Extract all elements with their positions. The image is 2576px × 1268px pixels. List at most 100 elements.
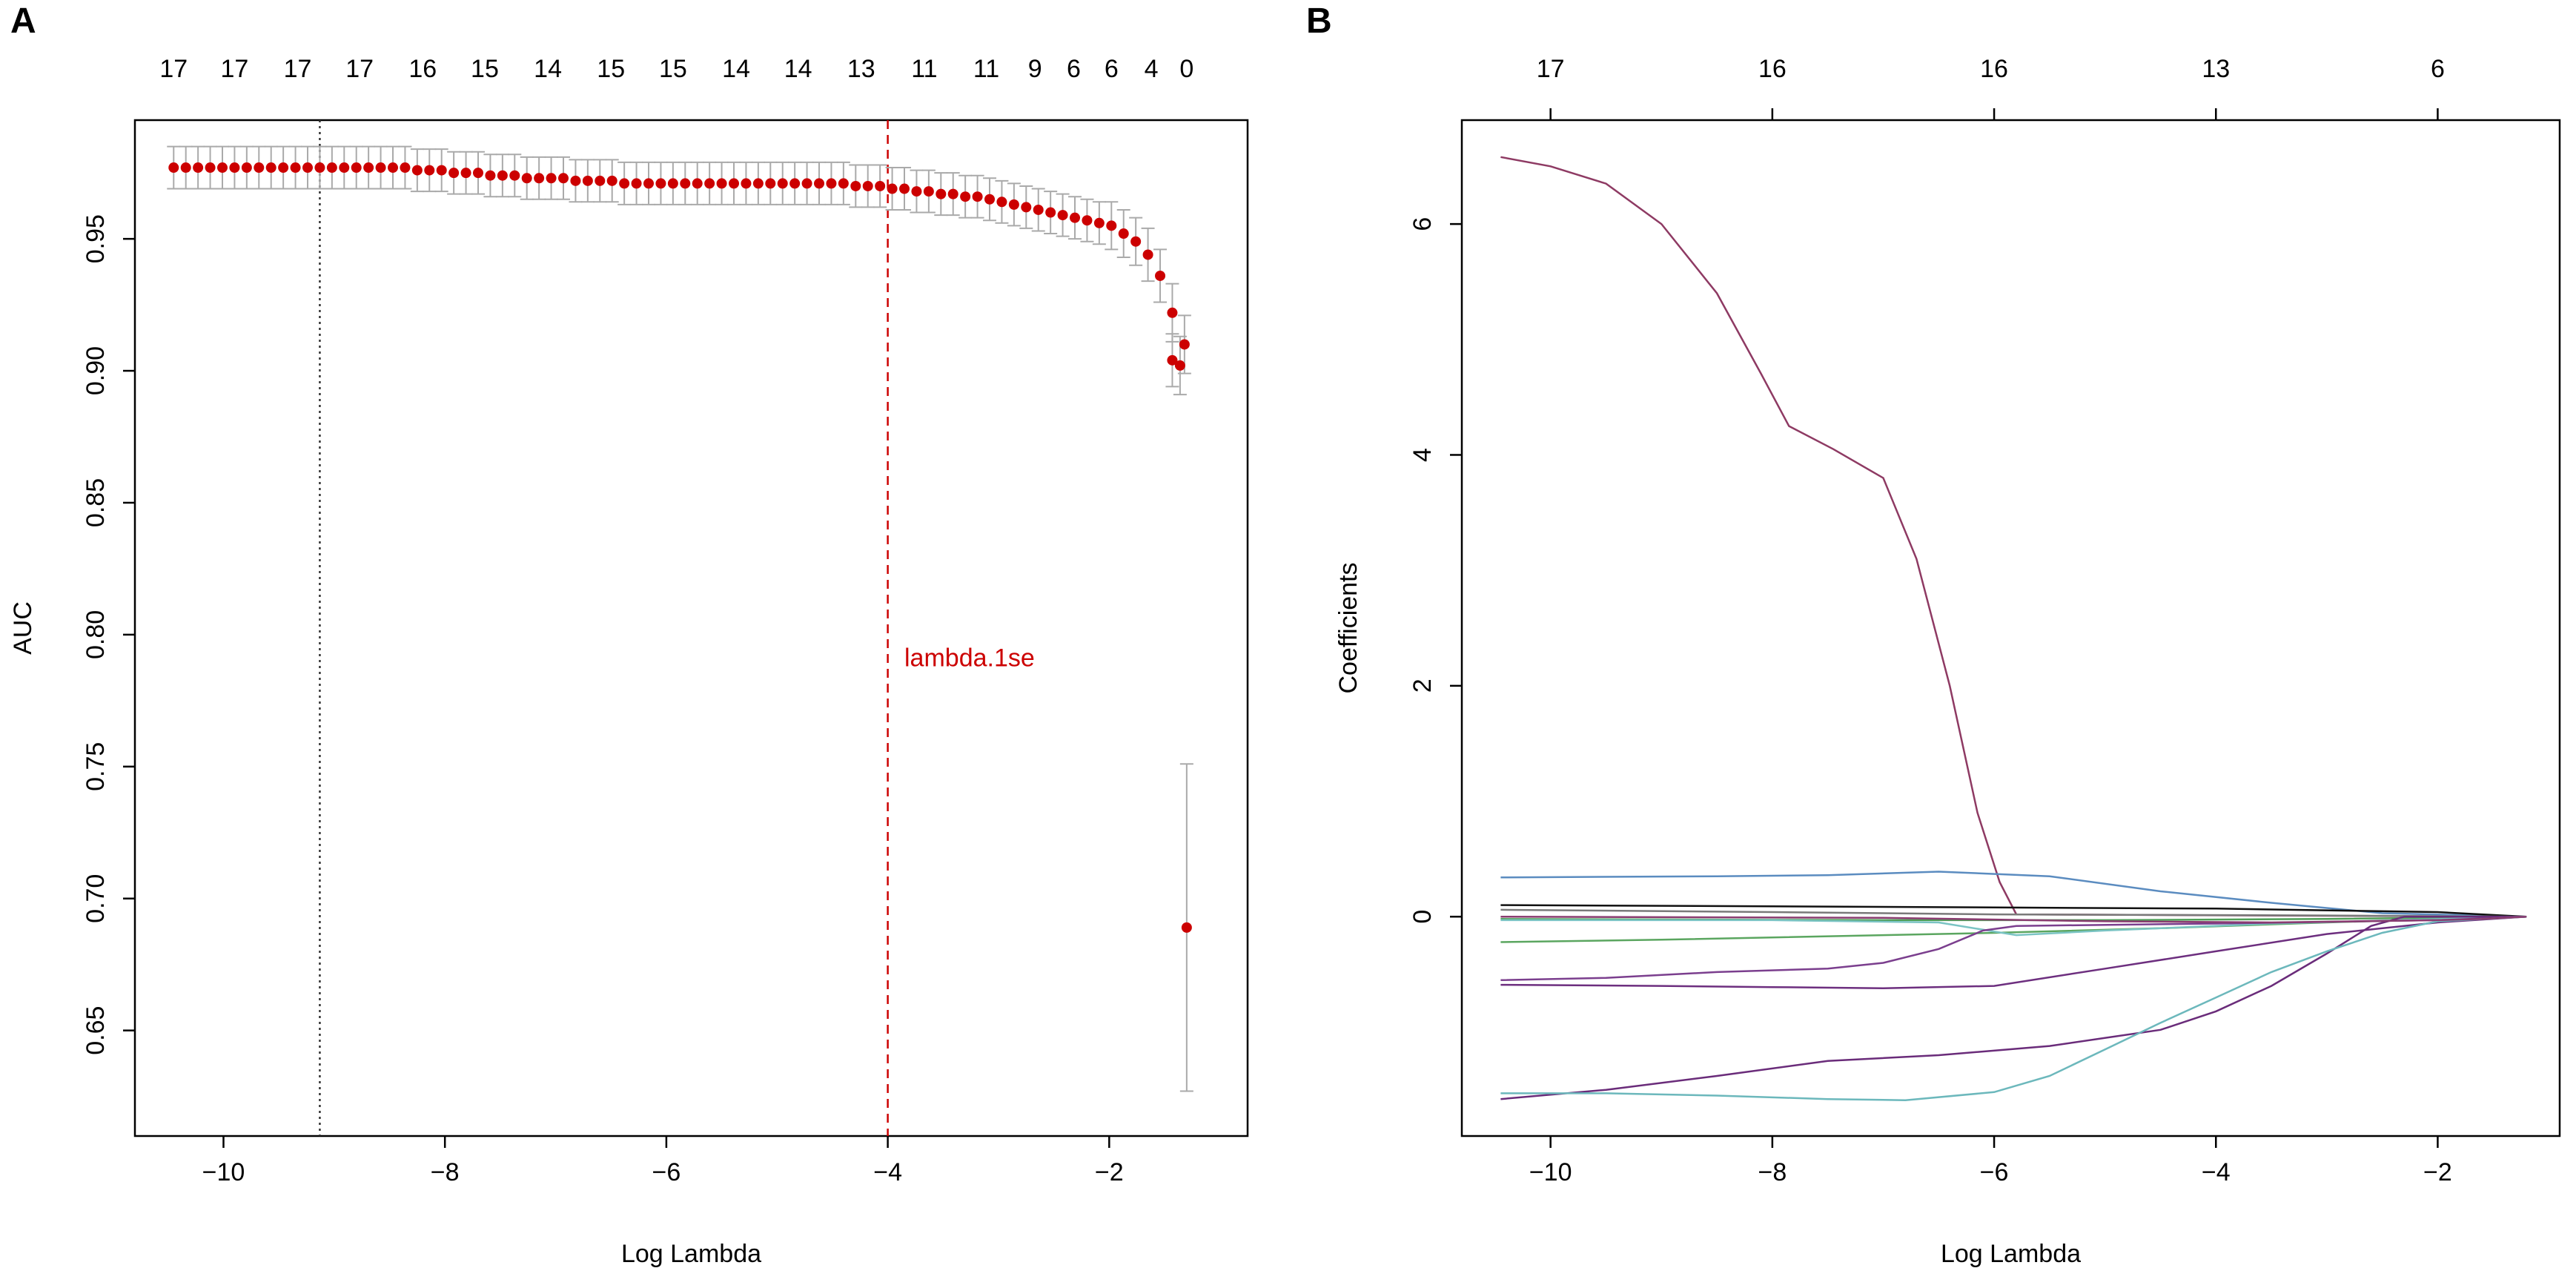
- auc-point: [278, 162, 289, 174]
- auc-point: [363, 162, 374, 174]
- panel-a-ylabel: AUC: [9, 601, 37, 655]
- b-y-tick-label: 0: [1408, 910, 1437, 924]
- auc-point: [1181, 922, 1192, 933]
- coefficient-path: [1500, 156, 2527, 918]
- auc-point: [777, 178, 788, 189]
- a-plot-frame: [133, 119, 1249, 1137]
- panel-b-xlabel: Log Lambda: [1941, 1240, 2081, 1268]
- auc-point: [1082, 215, 1093, 226]
- a-top-count-label: 11: [911, 55, 937, 83]
- a-top-count-label: 15: [471, 55, 499, 83]
- b-top-count-label: 13: [2202, 55, 2230, 83]
- a-y-tick-label: 0.80: [82, 610, 110, 659]
- auc-point: [850, 180, 861, 191]
- auc-point: [582, 175, 593, 186]
- b-x-tick-label: −4: [2202, 1158, 2231, 1186]
- auc-point: [180, 162, 191, 174]
- auc-point: [205, 162, 216, 174]
- auc-point: [1093, 217, 1105, 228]
- auc-point: [655, 178, 666, 189]
- a-x-tick-label: −10: [202, 1158, 245, 1186]
- auc-point: [984, 194, 996, 205]
- auc-point: [1033, 204, 1044, 215]
- auc-point: [838, 178, 849, 189]
- auc-point: [1106, 220, 1117, 231]
- b-y-tick-label: 4: [1408, 448, 1437, 462]
- b-x-tick-label: −6: [1980, 1158, 2009, 1186]
- auc-point: [1045, 207, 1056, 218]
- lambda-1se-annotation: lambda.1se: [904, 644, 1035, 673]
- a-x-tick-label: −8: [431, 1158, 460, 1186]
- b-top-count-label: 6: [2431, 55, 2445, 83]
- auc-point: [972, 191, 983, 202]
- auc-point: [472, 168, 483, 179]
- auc-point: [814, 178, 825, 189]
- panel-b-ylabel: Coefficients: [1334, 562, 1363, 693]
- auc-point: [521, 173, 532, 184]
- auc-point: [752, 178, 764, 189]
- auc-point: [996, 197, 1007, 208]
- auc-point: [911, 186, 922, 197]
- auc-point: [1167, 307, 1178, 318]
- b-y-tick-label: 6: [1408, 217, 1437, 231]
- a-y-tick-label: 0.85: [82, 478, 110, 527]
- auc-point: [789, 178, 801, 189]
- auc-point: [509, 170, 520, 181]
- b-y-tick-label: 2: [1408, 678, 1437, 693]
- auc-point: [643, 178, 654, 189]
- panel-b: B −10 −8 −6 −4 −2 0 2 4 6 17 16 16 13 6 Log Lambda Co…: [1306, 1, 2561, 1268]
- auc-point: [862, 180, 873, 191]
- coefficient-path: [1500, 904, 2527, 918]
- a-top-count-label: 17: [159, 55, 188, 83]
- a-y-tick-label: 0.75: [82, 742, 110, 791]
- auc-point: [1070, 212, 1081, 223]
- a-x-tick-label: −4: [873, 1158, 902, 1186]
- auc-point: [485, 170, 496, 181]
- a-top-count-label: 15: [597, 55, 625, 83]
- a-top-count-label: 11: [973, 55, 999, 83]
- a-top-count-label: 4: [1145, 55, 1159, 83]
- auc-point: [947, 188, 958, 199]
- panel-b-plot: −10 −8 −6 −4 −2 0 2 4 6 17 16 16 13 6: [1408, 55, 2561, 1186]
- auc-point: [460, 168, 471, 179]
- a-top-count-label: 13: [847, 55, 875, 83]
- auc-point: [265, 162, 277, 174]
- a-top-count-label: 9: [1028, 55, 1042, 83]
- b-x-tick-label: −2: [2423, 1158, 2452, 1186]
- a-top-count-label: 17: [345, 55, 374, 83]
- a-top-count-label: 0: [1179, 55, 1193, 83]
- panel-a-label: A: [10, 1, 36, 41]
- auc-point: [1118, 228, 1129, 240]
- auc-point: [387, 162, 398, 174]
- auc-point: [1174, 360, 1185, 371]
- auc-point: [254, 162, 265, 174]
- auc-point: [1142, 249, 1153, 260]
- a-top-count-label: 14: [722, 55, 750, 83]
- auc-point: [339, 162, 350, 174]
- a-top-count-label: 14: [784, 55, 812, 83]
- auc-point: [411, 165, 423, 176]
- auc-point: [680, 178, 691, 189]
- auc-point: [290, 162, 301, 174]
- auc-point: [1008, 199, 1019, 210]
- b-top-count-label: 17: [1537, 55, 1565, 83]
- auc-point: [229, 162, 240, 174]
- auc-point: [704, 178, 715, 189]
- coefficient-path: [1500, 915, 2527, 1101]
- panel-a-xlabel: Log Lambda: [621, 1240, 761, 1268]
- b-plot-frame: [1460, 119, 2561, 1137]
- a-top-count-label: 15: [659, 55, 687, 83]
- a-top-count-label: 6: [1105, 55, 1119, 83]
- auc-point: [168, 162, 179, 174]
- auc-point: [216, 162, 228, 174]
- b-x-tick-label: −10: [1529, 1158, 1572, 1186]
- auc-point: [1021, 202, 1032, 213]
- auc-point: [716, 178, 727, 189]
- auc-point: [887, 183, 898, 194]
- coefficient-path: [1500, 908, 2527, 918]
- auc-point: [424, 165, 435, 176]
- auc-point: [193, 162, 204, 174]
- auc-point: [1167, 354, 1178, 366]
- a-top-count-label: 6: [1067, 55, 1081, 83]
